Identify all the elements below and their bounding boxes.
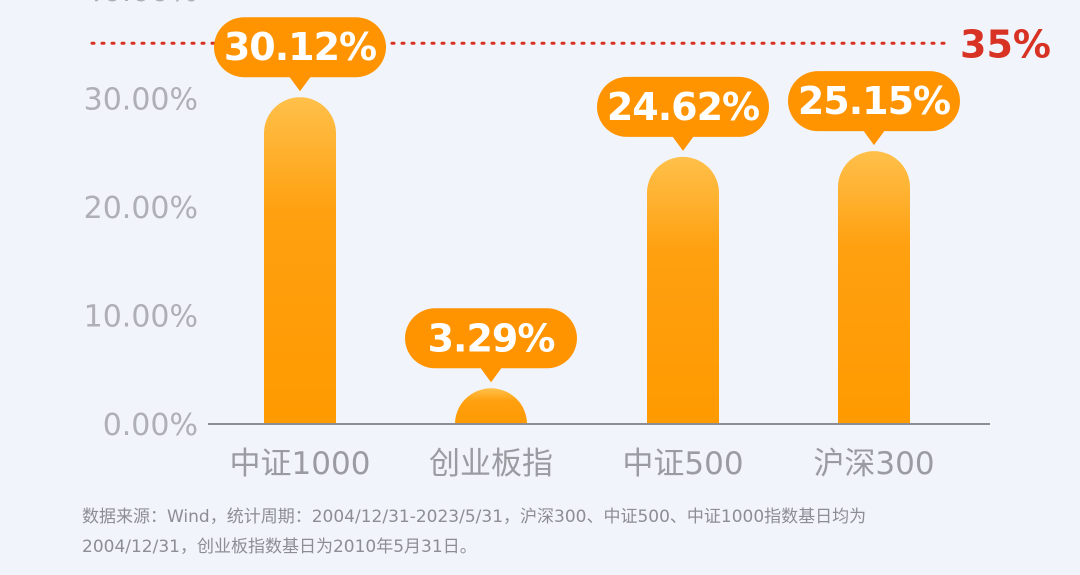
y-tick-label: 10.00% [84, 300, 198, 335]
bar [647, 156, 719, 425]
value-callout: 25.15% [788, 71, 960, 146]
callout-bubble [405, 308, 577, 369]
value-callout: 3.29% [405, 308, 577, 383]
source-note-line-1: 数据来源：Wind，统计周期：2004/12/31-2023/5/31，沪深30… [82, 507, 867, 527]
category-label: 沪深300 [813, 446, 934, 482]
callout-pointer [672, 135, 694, 151]
data-label: 24.62% [607, 85, 759, 129]
callout-bubble [788, 71, 960, 132]
y-tick-label: 20.00% [84, 191, 198, 226]
y-axis: 0.00% 10.00% 20.00% 30.00% 40.00% [84, 0, 198, 443]
bar [264, 97, 336, 425]
source-note: 数据来源：Wind，统计周期：2004/12/31-2023/5/31，沪深30… [82, 502, 1042, 562]
category-labels: 中证1000 创业板指 中证500 沪深300 [230, 446, 935, 482]
value-callout: 30.12% [214, 17, 386, 92]
bar-chart: 0.00% 10.00% 20.00% 30.00% 40.00% 35% 30.12%… [84, 0, 1051, 482]
value-callout: 24.62% [597, 76, 769, 151]
reference-line-label: 35% [960, 22, 1051, 66]
bar [838, 151, 910, 424]
bar [455, 388, 527, 424]
value-labels: 30.12% 3.29% 24.62% 25.15% [214, 17, 960, 383]
source-note-line-2: 2004/12/31，创业板指数基日为2010年5月31日。 [82, 537, 477, 557]
y-tick-label: 40.00% [84, 0, 198, 9]
callout-pointer [289, 76, 311, 92]
callout-bubble [597, 76, 769, 137]
callout-pointer [863, 130, 885, 146]
callout-pointer [480, 367, 502, 383]
category-label: 创业板指 [429, 446, 553, 482]
data-label: 30.12% [224, 25, 376, 69]
bars [264, 97, 910, 425]
data-label: 3.29% [428, 316, 555, 360]
category-label: 中证500 [622, 446, 743, 482]
data-label: 25.15% [798, 79, 950, 123]
category-label: 中证1000 [230, 446, 371, 482]
y-tick-label: 0.00% [103, 408, 198, 443]
callout-bubble [214, 17, 386, 78]
y-tick-label: 30.00% [84, 83, 198, 118]
